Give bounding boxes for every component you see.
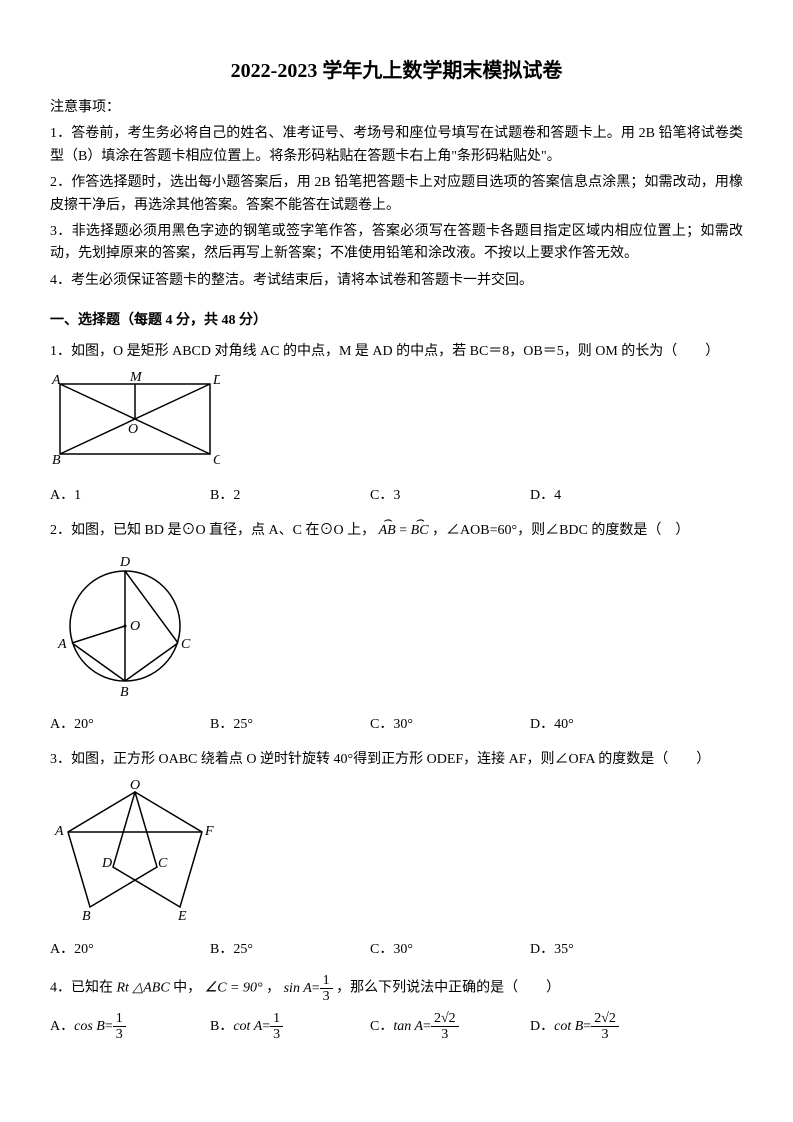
question-2-text: 2．如图，已知 BD 是⊙O 直径，点 A、C 在⊙O 上， AB = BC ，… — [50, 520, 743, 542]
q4-sina: sin A — [284, 978, 312, 1000]
q2-option-d[interactable]: D．40° — [530, 714, 690, 736]
q4-frac: 1 3 — [320, 973, 333, 1005]
q4-option-a[interactable]: A． cos B = 1 3 — [50, 1011, 210, 1043]
q4-suffix: ，那么下列说法中正确的是（ ） — [336, 981, 560, 996]
q4-comma1: ， — [266, 981, 280, 996]
svg-text:O: O — [130, 778, 140, 793]
notice-heading: 注意事项： — [50, 97, 743, 119]
question-3: 3．如图，正方形 OABC 绕着点 O 逆时针旋转 40°得到正方形 ODEF，… — [50, 749, 743, 961]
q4b-den: 3 — [270, 1027, 283, 1042]
q2-eq: = — [399, 523, 410, 538]
q4d-label: D． — [530, 1016, 554, 1038]
svg-text:M: M — [129, 370, 143, 385]
q3-option-a[interactable]: A．20° — [50, 939, 210, 961]
q4b-fn: cot A — [233, 1016, 262, 1038]
q2-option-c[interactable]: C．30° — [370, 714, 530, 736]
svg-text:B: B — [52, 453, 61, 468]
q2-prefix: 2．如图，已知 BD 是⊙O 直径，点 A、C 在⊙O 上， — [50, 523, 375, 538]
q4-eq: = — [312, 978, 320, 1000]
notice-item-3: 3．非选择题必须用黑色字迹的钢笔或签字笔作答，答案必须写在答题卡各题目指定区域内… — [50, 221, 743, 266]
q4b-num: 1 — [270, 1011, 283, 1027]
section-1-heading: 一、选择题（每题 4 分，共 48 分） — [50, 310, 743, 332]
q1-option-c[interactable]: C．3 — [370, 485, 530, 507]
q2-option-a[interactable]: A．20° — [50, 714, 210, 736]
q4-rt: Rt — [117, 981, 129, 996]
question-2-figure: D O A C B — [50, 548, 743, 706]
q4-option-b[interactable]: B． cot A = 1 3 — [210, 1011, 370, 1043]
q4b-frac: 1 3 — [270, 1011, 283, 1043]
question-1-text: 1．如图，O 是矩形 ABCD 对角线 AC 的中点，M 是 AD 的中点，若 … — [50, 341, 743, 363]
q4a-frac: 1 3 — [113, 1011, 126, 1043]
q4-mid1: 中， — [173, 981, 201, 996]
q2-arc-bc: BC — [411, 520, 429, 542]
q4d-fn: cot B — [554, 1016, 583, 1038]
q2-arc-ab: AB — [379, 520, 396, 542]
question-1-options: A．1 B．2 C．3 D．4 — [50, 485, 743, 507]
question-2: 2．如图，已知 BD 是⊙O 直径，点 A、C 在⊙O 上， AB = BC ，… — [50, 520, 743, 737]
svg-text:C: C — [181, 637, 191, 652]
svg-text:F: F — [204, 824, 214, 839]
question-4: 4．已知在 Rt △ABC 中， ∠C = 90° ， sin A = 1 3 … — [50, 973, 743, 1043]
q3-option-d[interactable]: D．35° — [530, 939, 690, 961]
q4b-eq: = — [262, 1016, 270, 1038]
question-1: 1．如图，O 是矩形 ABCD 对角线 AC 的中点，M 是 AD 的中点，若 … — [50, 341, 743, 508]
svg-text:A: A — [51, 373, 61, 388]
q4b-label: B． — [210, 1016, 233, 1038]
notice-block: 注意事项： 1．答卷前，考生务必将自己的姓名、准考证号、考场号和座位号填写在试题… — [50, 97, 743, 292]
q4-frac-den: 3 — [320, 989, 333, 1004]
question-3-figure: O A F D C B E — [50, 777, 743, 930]
q4c-label: C． — [370, 1016, 393, 1038]
q4-option-d[interactable]: D． cot B = 2√2 3 — [530, 1011, 690, 1043]
svg-text:D: D — [101, 856, 112, 871]
q4d-eq: = — [583, 1016, 591, 1038]
q2-suffix: ，∠AOB=60°，则∠BDC 的度数是（ ） — [432, 523, 689, 538]
q4a-num: 1 — [113, 1011, 126, 1027]
svg-text:D: D — [119, 555, 130, 570]
q4c-eq: = — [423, 1016, 431, 1038]
svg-text:B: B — [82, 909, 91, 922]
notice-item-4: 4．考生必须保证答题卡的整洁。考试结束后，请将本试卷和答题卡一并交回。 — [50, 270, 743, 292]
q4d-frac: 2√2 3 — [591, 1011, 619, 1043]
svg-text:O: O — [128, 422, 138, 437]
question-4-options: A． cos B = 1 3 B． cot A = 1 3 — [50, 1011, 743, 1043]
svg-text:O: O — [130, 619, 140, 634]
q4a-fn: cos B — [74, 1016, 105, 1038]
q3-option-c[interactable]: C．30° — [370, 939, 530, 961]
q4-angle: ∠C = 90° — [205, 981, 263, 996]
question-3-text: 3．如图，正方形 OABC 绕着点 O 逆时针旋转 40°得到正方形 ODEF，… — [50, 749, 743, 771]
svg-text:C: C — [213, 453, 220, 468]
q4d-den: 3 — [591, 1027, 619, 1042]
q4-frac-num: 1 — [320, 973, 333, 989]
q4c-frac: 2√2 3 — [431, 1011, 459, 1043]
q4a-den: 3 — [113, 1027, 126, 1042]
page-title: 2022-2023 学年九上数学期末模拟试卷 — [50, 55, 743, 87]
svg-text:D: D — [212, 373, 220, 388]
svg-text:E: E — [177, 909, 187, 922]
question-3-options: A．20° B．25° C．30° D．35° — [50, 939, 743, 961]
q3-option-b[interactable]: B．25° — [210, 939, 370, 961]
question-2-options: A．20° B．25° C．30° D．40° — [50, 714, 743, 736]
q2-option-b[interactable]: B．25° — [210, 714, 370, 736]
svg-text:C: C — [158, 856, 168, 871]
q4c-den: 3 — [431, 1027, 459, 1042]
svg-text:A: A — [54, 824, 64, 839]
svg-text:B: B — [120, 685, 129, 698]
q4a-eq: = — [105, 1016, 113, 1038]
q4d-num: 2√2 — [591, 1011, 619, 1027]
notice-item-2: 2．作答选择题时，选出每小题答案后，用 2B 铅笔把答题卡上对应题目选项的答案信… — [50, 172, 743, 217]
q4c-fn: tan A — [393, 1016, 423, 1038]
question-1-figure: A M D B C O — [50, 369, 743, 477]
q4a-label: A． — [50, 1016, 74, 1038]
notice-item-1: 1．答卷前，考生务必将自己的姓名、准考证号、考场号和座位号填写在试题卷和答题卡上… — [50, 123, 743, 168]
q4c-num: 2√2 — [431, 1011, 459, 1027]
q4-prefix: 4．已知在 — [50, 981, 117, 996]
q1-option-d[interactable]: D．4 — [530, 485, 690, 507]
q4-option-c[interactable]: C． tan A = 2√2 3 — [370, 1011, 530, 1043]
q4-tri: △ABC — [132, 981, 169, 996]
q1-option-a[interactable]: A．1 — [50, 485, 210, 507]
question-4-text: 4．已知在 Rt △ABC 中， ∠C = 90° ， sin A = 1 3 … — [50, 973, 743, 1005]
q1-option-b[interactable]: B．2 — [210, 485, 370, 507]
svg-text:A: A — [57, 637, 67, 652]
